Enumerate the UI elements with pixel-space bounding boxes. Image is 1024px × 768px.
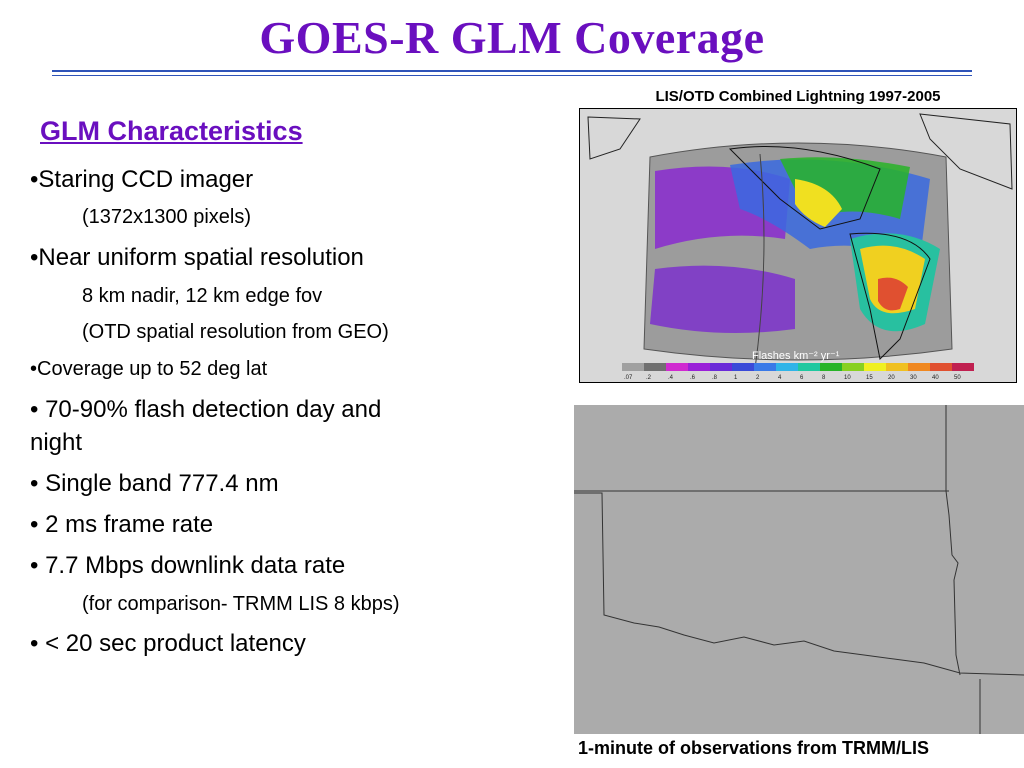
colorbar-tick-label: 30 [910,375,917,381]
colorbar-tick-label: .8 [712,375,718,381]
colorbar-tick-label: 20 [888,375,895,381]
observation-caption: 1-minute of observations from TRMM/LIS [578,738,930,758]
bullet-latency: • < 20 sec product latency [30,630,306,657]
colorbar-swatch [666,363,688,371]
lightning-map-graphic: .07 .2 .4 .6 .8 1 2 4 6 8 10 15 20 30 40 50 Flashes km⁻… [580,109,1016,382]
colorbar-tick-label: 15 [866,375,873,381]
colorbar-swatch [952,363,974,371]
trmm-lis-observation-map [574,405,1024,734]
oklahoma-map-graphic [574,405,1024,734]
lightning-climatology-map: .07 .2 .4 .6 .8 1 2 4 6 8 10 15 20 30 40 50 Flashes km⁻… [579,108,1017,383]
colorbar-tick-label: .4 [668,375,674,381]
colorbar-tick-label: 1 [734,375,738,381]
colorbar-tick-label: 10 [844,375,851,381]
colorbar-swatch [798,363,820,371]
characteristics-heading: GLM Characteristics [40,116,303,146]
colorbar-tick-label: 4 [778,375,782,381]
colorbar-swatch [644,363,666,371]
colorbar-label: Flashes km⁻² yr⁻¹ [752,350,840,362]
map-caption: LIS/OTD Combined Lightning 1997-2005 [655,88,941,105]
title-rule-thick [52,70,972,72]
map-colorbar: .07 .2 .4 .6 .8 1 2 4 6 8 10 15 20 30 40 50 [622,363,974,381]
title-rule-thin [52,75,972,76]
bullet-resolution: •Near uniform spatial resolution [30,244,364,271]
colorbar-swatch [754,363,776,371]
colorbar-tick-label: .07 [624,375,633,381]
colorbar-tick-label: 6 [800,375,804,381]
colorbar-swatch [842,363,864,371]
slide-title: GOES-R GLM Coverage [259,12,765,63]
colorbar-swatch [930,363,952,371]
colorbar-swatch [908,363,930,371]
colorbar-swatch [688,363,710,371]
sub-resolution-nadir: 8 km nadir, 12 km edge fov [82,285,323,307]
colorbar-tick-label: .6 [690,375,696,381]
colorbar-swatch [732,363,754,371]
sub-ccd-pixels: (1372x1300 pixels) [82,206,251,228]
bullet-band: • Single band 777.4 nm [30,470,279,497]
bullet-detection: • 70-90% flash detection day and [30,396,382,423]
colorbar-tick-label: .2 [646,375,652,381]
bullet-frame-rate: • 2 ms frame rate [30,511,214,538]
bullet-downlink: • 7.7 Mbps downlink data rate [30,552,346,579]
bullet-detection-cont: night [30,429,83,456]
colorbar-tick-label: 8 [822,375,826,381]
colorbar-swatch [864,363,886,371]
colorbar-swatch [776,363,798,371]
colorbar-swatch [622,363,644,371]
sub-downlink-comparison: (for comparison- TRMM LIS 8 kbps) [82,593,400,615]
colorbar-swatch [820,363,842,371]
colorbar-tick-label: 2 [756,375,760,381]
colorbar-swatch [710,363,732,371]
colorbar-tick-label: 40 [932,375,939,381]
sub-resolution-otd: (OTD spatial resolution from GEO) [82,321,389,343]
bullet-coverage: •Coverage up to 52 deg lat [30,358,268,380]
colorbar-tick-label: 50 [954,375,961,381]
colorbar-swatch [886,363,908,371]
bullet-ccd: •Staring CCD imager [30,166,254,193]
